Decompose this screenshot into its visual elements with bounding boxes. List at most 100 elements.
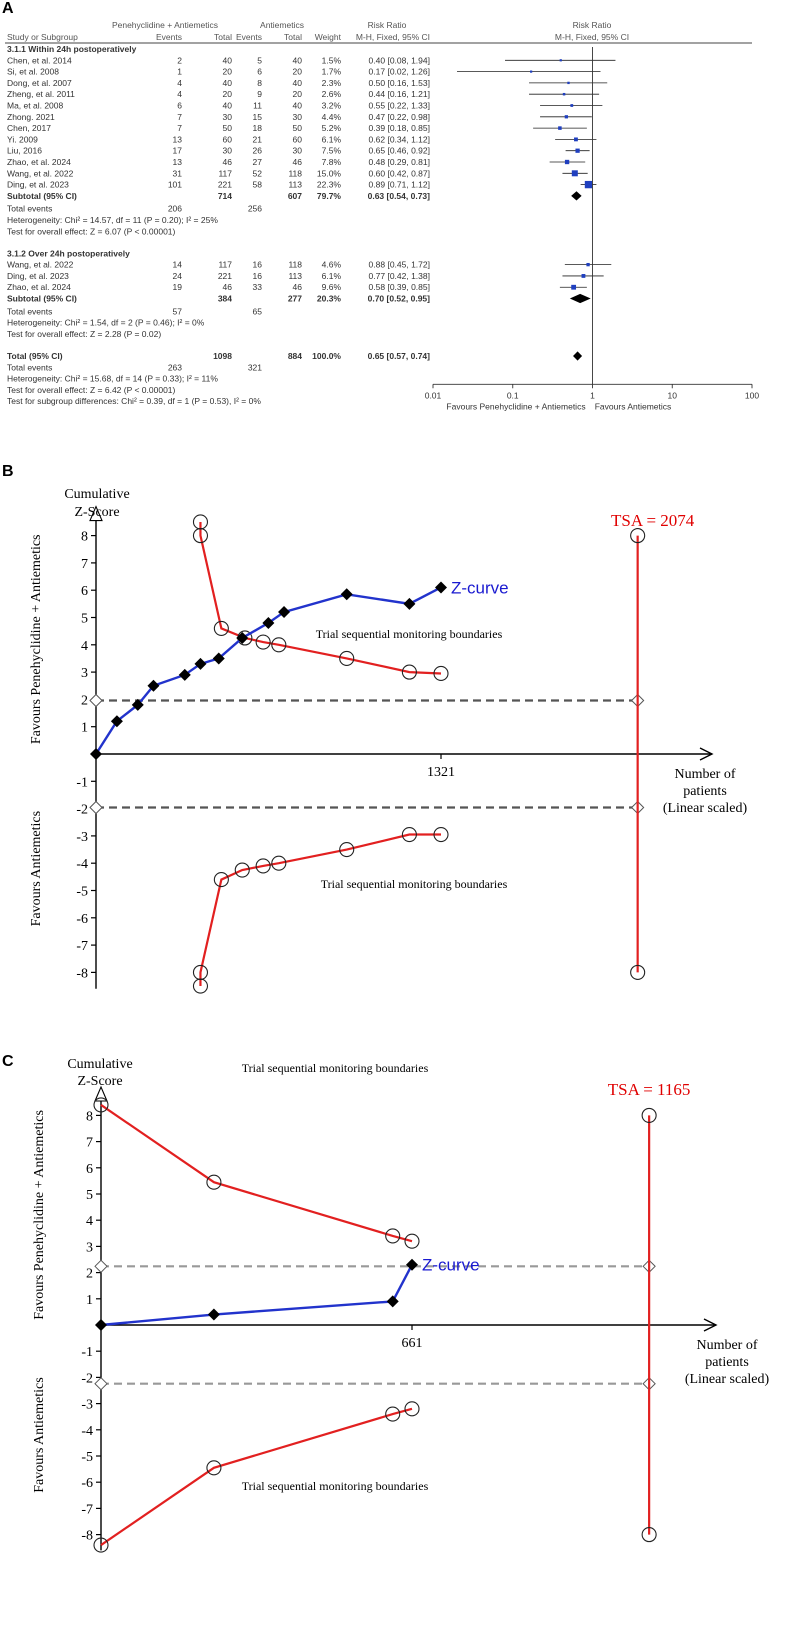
y-tick-label: -6 [76, 912, 88, 927]
x-marker-label: 1321 [427, 765, 455, 780]
boundary-upper-point [213, 620, 229, 636]
study-events1: 2 [177, 55, 182, 65]
study-weight: 6.1% [322, 134, 342, 144]
z-curve-point [178, 668, 191, 681]
study-ci: 0.62 [0.34, 1.12] [369, 134, 430, 144]
header-weight: Weight [315, 32, 342, 42]
study-total2: 30 [293, 112, 303, 122]
study-events2: 6 [257, 67, 262, 77]
study-name: Zhong. 2021 [7, 112, 55, 122]
study-ci: 0.17 [0.02, 1.26] [369, 67, 430, 77]
study-weight: 15.0% [317, 168, 342, 178]
boundary-upper-point [404, 1233, 420, 1249]
y-tick-label: 5 [86, 1188, 93, 1203]
study-ci: 0.89 [0.71, 1.12] [369, 180, 430, 190]
y-tick-label: 1 [81, 721, 88, 736]
panel-a-letter: A [2, 0, 14, 17]
subtotal-total2: 607 [288, 191, 302, 201]
study-total2: 20 [293, 89, 303, 99]
y-tick-label: 5 [81, 612, 88, 627]
y-axis-title-line: Z-Score [77, 1074, 122, 1089]
forest-x-tick-label: 0.1 [507, 390, 519, 400]
subgroup-total-events-events1: 206 [168, 204, 182, 214]
header-total2: Total [284, 32, 302, 42]
point-estimate-square [564, 115, 568, 119]
favours-bottom-label: Favours Antiemetics [32, 1377, 47, 1493]
favours-left-label: Favours Penehyclidine + Antiemetics [446, 401, 585, 411]
study-total2: 40 [293, 55, 303, 65]
study-total1: 46 [223, 157, 233, 167]
subgroup-total-events-events2: 65 [253, 306, 263, 316]
boundary-upper-point [641, 1107, 657, 1123]
boundary-lower-point [630, 964, 646, 980]
study-ci: 0.88 [0.45, 1.72] [369, 260, 430, 270]
point-estimate-square [567, 81, 570, 85]
total-ci: 0.65 [0.57, 0.74] [368, 351, 431, 361]
study-ci: 0.65 [0.46, 0.92] [369, 146, 430, 156]
point-estimate-square [574, 137, 578, 142]
y-tick-label: -3 [81, 1398, 93, 1413]
panel-b-letter: B [2, 463, 14, 480]
total-weight: 100.0% [312, 351, 341, 361]
study-weight: 7.5% [322, 146, 342, 156]
y-tick-label: 7 [81, 557, 88, 572]
study-events2: 52 [253, 168, 263, 178]
forest-x-tick-label: 100 [745, 390, 759, 400]
tsa-label: TSA = 1165 [608, 1080, 691, 1099]
point-estimate-square [570, 104, 574, 107]
x-axis-title-line: Number of [674, 767, 735, 782]
header-events2: Events [236, 32, 262, 42]
y-tick-label: 4 [81, 639, 88, 654]
study-ci: 0.77 [0.42, 1.38] [369, 271, 430, 281]
z-curve-point [110, 715, 123, 728]
z-curve-point [386, 1295, 399, 1308]
y-tick-label: -2 [81, 1371, 93, 1386]
total-events-events1: 263 [168, 362, 182, 372]
header-total1: Total [214, 32, 232, 42]
z-curve-line [94, 586, 442, 755]
total-total2: 884 [288, 351, 302, 361]
study-weight: 4.6% [322, 260, 342, 270]
y-axis-title-line: Z-Score [74, 505, 119, 520]
study-weight: 2.3% [322, 78, 342, 88]
total-total1: 1098 [213, 351, 232, 361]
study-name: Zhao, et al. 2024 [7, 282, 71, 292]
y-tick-label: -1 [81, 1345, 93, 1360]
y-tick-label: 6 [86, 1162, 93, 1177]
study-weight: 2.6% [322, 89, 342, 99]
study-events2: 15 [253, 112, 263, 122]
point-estimate-square [564, 159, 570, 165]
subtotal-label: Subtotal (95% CI) [7, 294, 77, 304]
subtotal-weight: 20.3% [317, 294, 342, 304]
subgroup-differences: Test for subgroup differences: Chi² = 0.… [7, 396, 261, 406]
boundary-lower-point [433, 826, 449, 843]
study-ci: 0.47 [0.22, 0.98] [369, 112, 430, 122]
favours-top-label: Favours Penehyclidine + Antiemetics [29, 534, 44, 744]
study-total1: 40 [223, 78, 233, 88]
tsa-chart-c: 8 7 6 5 4 3 2 1 -1 -2 -3 -4 -5 -6 -7 -8 661 Cumulative Num… [32, 1057, 770, 1553]
study-name: Chen, et al. 2014 [7, 55, 72, 65]
boundary-lower-point [93, 1537, 109, 1553]
study-ci: 0.39 [0.18, 0.85] [369, 123, 430, 133]
study-events1: 24 [173, 271, 183, 281]
favours-top-label: Favours Penehyclidine + Antiemetics [32, 1110, 47, 1320]
subgroup-overall-effect: Test for overall effect: Z = 6.07 (P < 0… [7, 226, 176, 236]
study-ci: 0.44 [0.16, 1.21] [369, 89, 430, 99]
study-events2: 9 [257, 89, 262, 99]
total-heterogeneity: Heterogeneity: Chi² = 15.68, df = 14 (P … [7, 374, 218, 384]
study-events1: 19 [173, 282, 183, 292]
study-events1: 31 [173, 168, 183, 178]
header-group2: Antiemetics [260, 20, 304, 30]
study-events2: 8 [257, 78, 262, 88]
header-group1: Penehyclidine + Antiemetics [112, 20, 218, 30]
y-tick-label: -2 [76, 803, 88, 818]
forest-x-tick-label: 0.01 [425, 390, 442, 400]
study-total1: 117 [218, 168, 232, 178]
forest-plot: Penehyclidine + Antiemetics Antiemetics Ri… [5, 20, 759, 411]
study-weight: 9.6% [322, 282, 342, 292]
y-tick-label: -4 [76, 857, 88, 872]
study-name: Zheng, et al. 2011 [7, 89, 75, 99]
study-ci: 0.55 [0.22, 1.33] [369, 101, 430, 111]
conventional-marker [89, 693, 103, 708]
z-curve-point [262, 616, 275, 629]
